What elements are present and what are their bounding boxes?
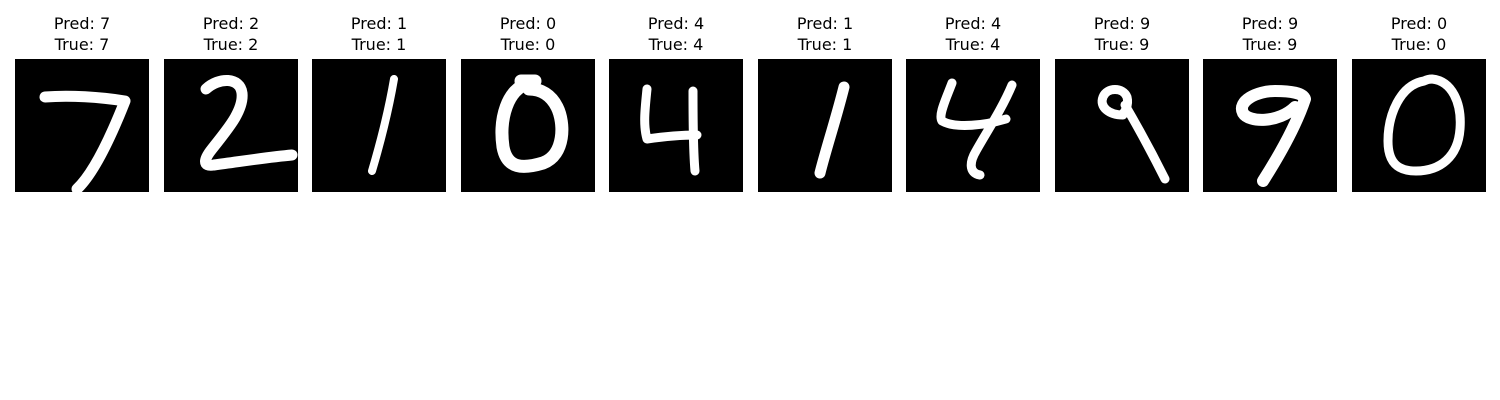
pred-label: Pred: 9 bbox=[1093, 14, 1151, 33]
digit-image bbox=[15, 59, 149, 192]
sample-caption: Pred: 9 True: 9 bbox=[1203, 13, 1337, 55]
true-label: True: 9 bbox=[1242, 35, 1298, 54]
sample-panel-9: Pred: 9 True: 9 bbox=[1203, 13, 1337, 192]
true-label: True: 0 bbox=[500, 35, 556, 54]
sample-panel-2: Pred: 2 True: 2 bbox=[164, 13, 298, 192]
digit-image bbox=[758, 59, 892, 192]
true-label: True: 2 bbox=[203, 35, 259, 54]
digit-image bbox=[1352, 59, 1486, 192]
sample-caption: Pred: 1 True: 1 bbox=[758, 13, 892, 55]
digit-image bbox=[609, 59, 743, 192]
true-label: True: 1 bbox=[797, 35, 853, 54]
pred-label: Pred: 0 bbox=[1390, 14, 1448, 33]
true-label: True: 4 bbox=[945, 35, 1001, 54]
sample-panel-5: Pred: 4 True: 4 bbox=[609, 13, 743, 192]
digit-image bbox=[312, 59, 446, 192]
true-label: True: 7 bbox=[54, 35, 110, 54]
sample-panel-7: Pred: 4 True: 4 bbox=[906, 13, 1040, 192]
pred-label: Pred: 2 bbox=[202, 14, 260, 33]
sample-caption: Pred: 1 True: 1 bbox=[312, 13, 446, 55]
pred-label: Pred: 1 bbox=[350, 14, 408, 33]
sample-caption: Pred: 2 True: 2 bbox=[164, 13, 298, 55]
sample-panel-10: Pred: 0 True: 0 bbox=[1352, 13, 1486, 192]
true-label: True: 9 bbox=[1094, 35, 1150, 54]
true-label: True: 0 bbox=[1391, 35, 1447, 54]
pred-label: Pred: 1 bbox=[796, 14, 854, 33]
sample-panel-3: Pred: 1 True: 1 bbox=[312, 13, 446, 192]
sample-caption: Pred: 4 True: 4 bbox=[906, 13, 1040, 55]
pred-label: Pred: 4 bbox=[944, 14, 1002, 33]
digit-image bbox=[164, 59, 298, 192]
sample-caption: Pred: 9 True: 9 bbox=[1055, 13, 1189, 55]
digit-image bbox=[1203, 59, 1337, 192]
pred-label: Pred: 7 bbox=[53, 14, 111, 33]
sample-panel-6: Pred: 1 True: 1 bbox=[758, 13, 892, 192]
digit-image bbox=[906, 59, 1040, 192]
sample-caption: Pred: 0 True: 0 bbox=[1352, 13, 1486, 55]
sample-caption: Pred: 0 True: 0 bbox=[461, 13, 595, 55]
sample-panel-1: Pred: 7 True: 7 bbox=[15, 13, 149, 192]
sample-caption: Pred: 7 True: 7 bbox=[15, 13, 149, 55]
digit-image bbox=[1055, 59, 1189, 192]
sample-panel-4: Pred: 0 True: 0 bbox=[461, 13, 595, 192]
true-label: True: 4 bbox=[648, 35, 704, 54]
sample-caption: Pred: 4 True: 4 bbox=[609, 13, 743, 55]
digit-image bbox=[461, 59, 595, 192]
pred-label: Pred: 9 bbox=[1241, 14, 1299, 33]
sample-panel-8: Pred: 9 True: 9 bbox=[1055, 13, 1189, 192]
true-label: True: 1 bbox=[351, 35, 407, 54]
pred-label: Pred: 0 bbox=[499, 14, 557, 33]
pred-label: Pred: 4 bbox=[647, 14, 705, 33]
